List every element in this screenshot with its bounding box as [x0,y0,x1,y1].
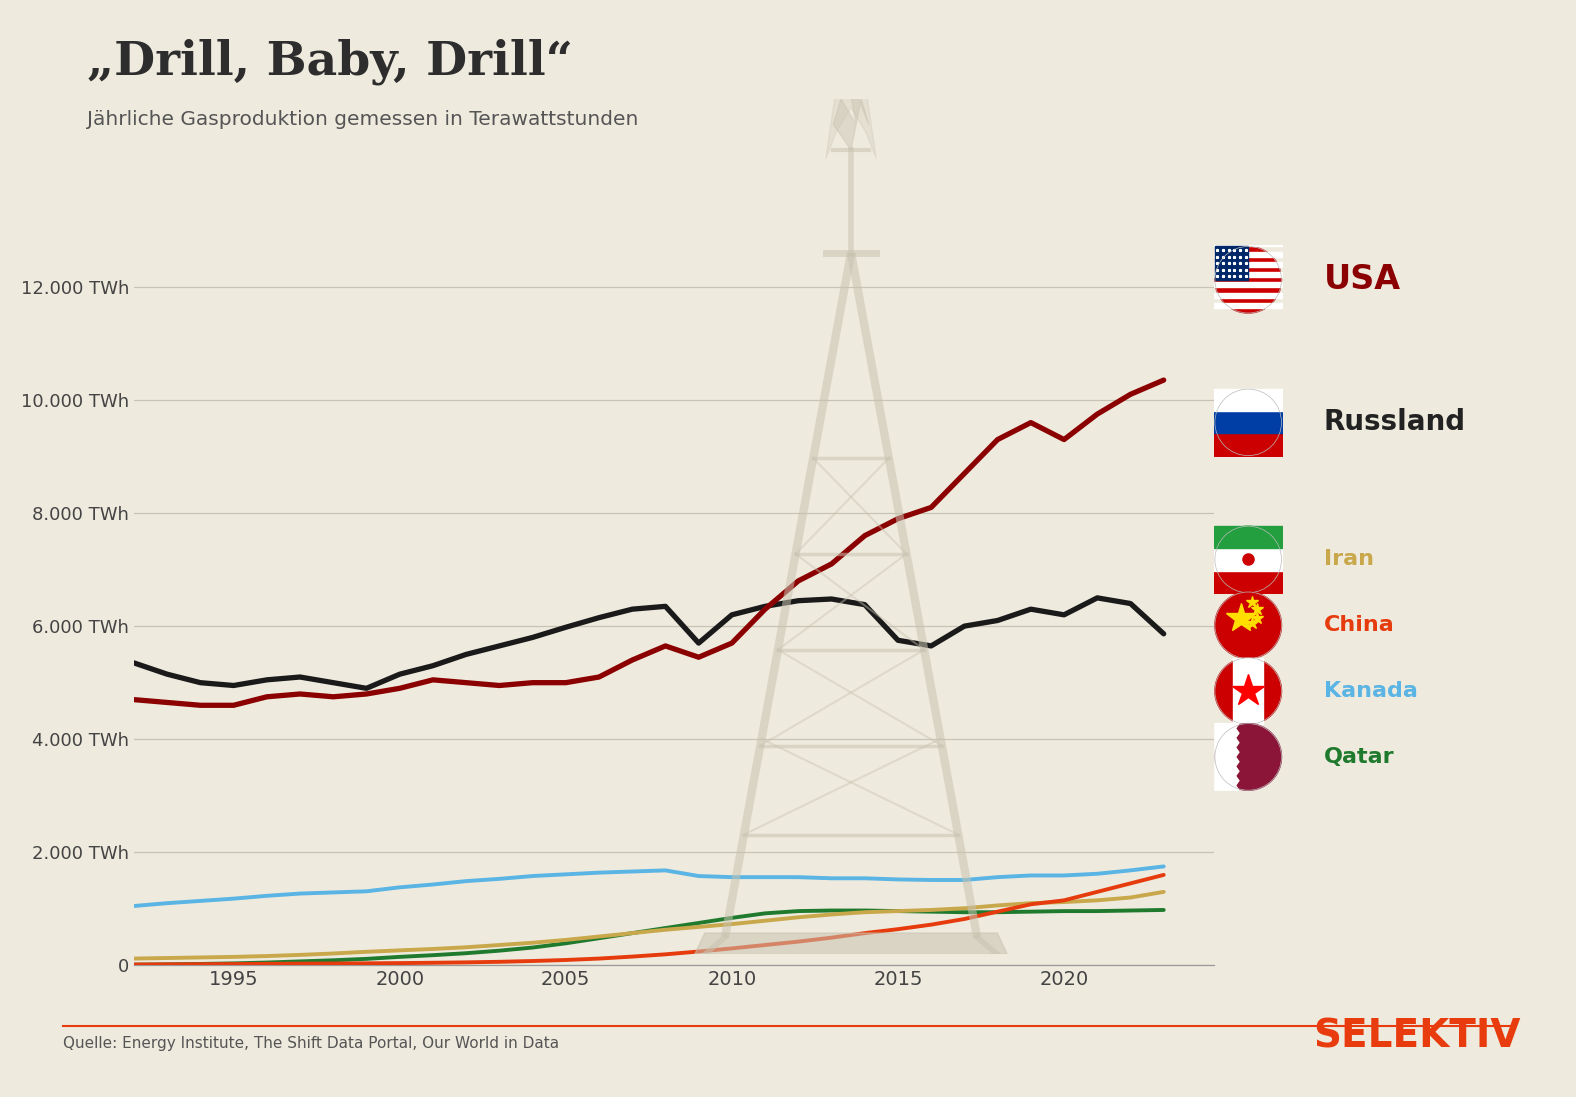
Text: Quelle: Energy Institute, The Shift Data Portal, Our World in Data: Quelle: Energy Institute, The Shift Data… [63,1036,559,1051]
Bar [1214,548,1283,570]
Bar [1214,251,1283,257]
Text: China: China [1324,615,1395,635]
Bar [1214,293,1283,297]
Polygon shape [1232,658,1264,724]
Polygon shape [826,47,876,159]
Polygon shape [1215,389,1281,455]
Text: SELEKTIV: SELEKTIV [1313,1017,1521,1055]
Text: Qatar: Qatar [1324,747,1395,767]
Polygon shape [834,81,868,150]
Text: Russland: Russland [1324,408,1466,437]
Polygon shape [1215,247,1248,280]
Text: Jährliche Gasproduktion gemessen in Terawattstunden: Jährliche Gasproduktion gemessen in Tera… [87,110,638,128]
Polygon shape [695,932,1007,954]
Bar [1214,527,1283,548]
Polygon shape [1215,247,1281,313]
Text: USA: USA [1324,263,1401,296]
Bar [1214,282,1283,287]
Polygon shape [1215,592,1281,658]
Text: „Drill, Baby, Drill“: „Drill, Baby, Drill“ [87,38,572,84]
Bar [1214,411,1283,433]
Polygon shape [1215,658,1281,724]
Polygon shape [1215,724,1239,790]
Text: Iran: Iran [1324,550,1374,569]
Polygon shape [1215,724,1281,790]
Bar [1214,241,1283,247]
Bar [1214,389,1283,411]
Bar [1214,262,1283,267]
Bar [1214,570,1283,592]
Bar [1214,272,1283,278]
Bar [1214,303,1283,308]
Polygon shape [1215,527,1281,592]
Bar [1214,433,1283,455]
Text: Kanada: Kanada [1324,681,1418,701]
